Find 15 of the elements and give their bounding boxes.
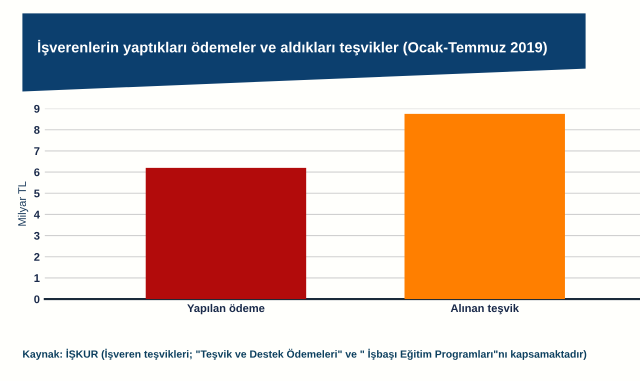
y-tick-label: 4	[34, 210, 40, 218]
x-tick-label: Yapılan ödeme	[187, 304, 264, 314]
y-tick-label: 6	[34, 168, 40, 176]
y-tick-label: 8	[34, 126, 40, 134]
y-tick-label: 0	[34, 295, 40, 304]
text: Kaynak: İŞKUR (İşveren teşvikleri; "Teşvik ve Destek Ödemeleri" ve " İşbaşı Eğitim Programları"nı kapsamaktadır)	[23, 348, 586, 360]
chart-title: İşverenlerin yaptıkları ödemeler ve aldıkları teşvikler (Ocak-Temmuz 2019)	[38, 40, 547, 56]
y-tick-label: 1	[34, 274, 40, 282]
y-tick-label: 5	[34, 190, 40, 198]
y-tick-label: 3	[34, 232, 40, 240]
y-tick-label: 9	[34, 104, 40, 113]
y-tick-label: 7	[34, 147, 40, 155]
y-axis-title: Milyar TL	[18, 181, 28, 226]
x-tick-label: Alınan teşvik	[450, 304, 520, 314]
y-tick-label: 2	[34, 253, 40, 261]
